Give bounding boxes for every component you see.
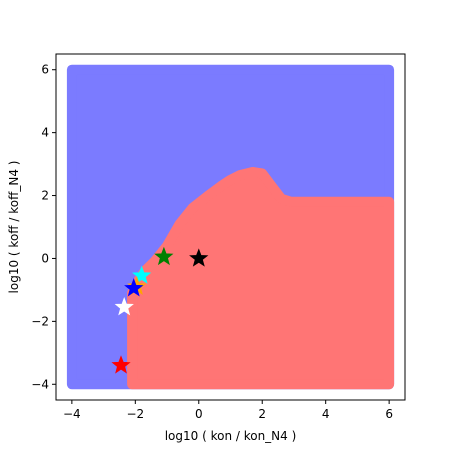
x-tick-label: 2 [258,407,266,421]
markers-layer [111,246,209,374]
blue-star-marker [124,278,144,297]
black-star-marker [189,248,209,267]
x-tick-label: −2 [126,407,144,421]
x-axis-label: log10 ( kon / kon_N4 ) [165,429,297,443]
x-tick-label: 4 [322,407,330,421]
y-tick-label: 4 [41,126,49,140]
y-axis-label: log10 ( koff / koff_N4 ) [7,161,21,294]
x-tick-label: 0 [195,407,203,421]
cyan-star-marker [132,265,152,284]
y-tick-label: 6 [41,63,49,77]
y-tick-label: −2 [31,314,49,328]
regions-layer [66,64,395,390]
y-tick-label: −4 [31,377,49,391]
white-star-marker [114,297,134,316]
plot-frame [55,53,406,401]
y-axis-ticks: −4 −2 0 2 4 6 [31,63,56,391]
x-tick-label: −4 [63,407,81,421]
y-tick-label: 0 [41,251,49,265]
y-tick-label: 2 [41,189,49,203]
x-tick-label: 6 [385,407,393,421]
green-star-marker [154,246,174,266]
x-axis-ticks: −4 −2 0 2 4 6 [63,400,393,421]
red-star-marker [111,355,131,374]
